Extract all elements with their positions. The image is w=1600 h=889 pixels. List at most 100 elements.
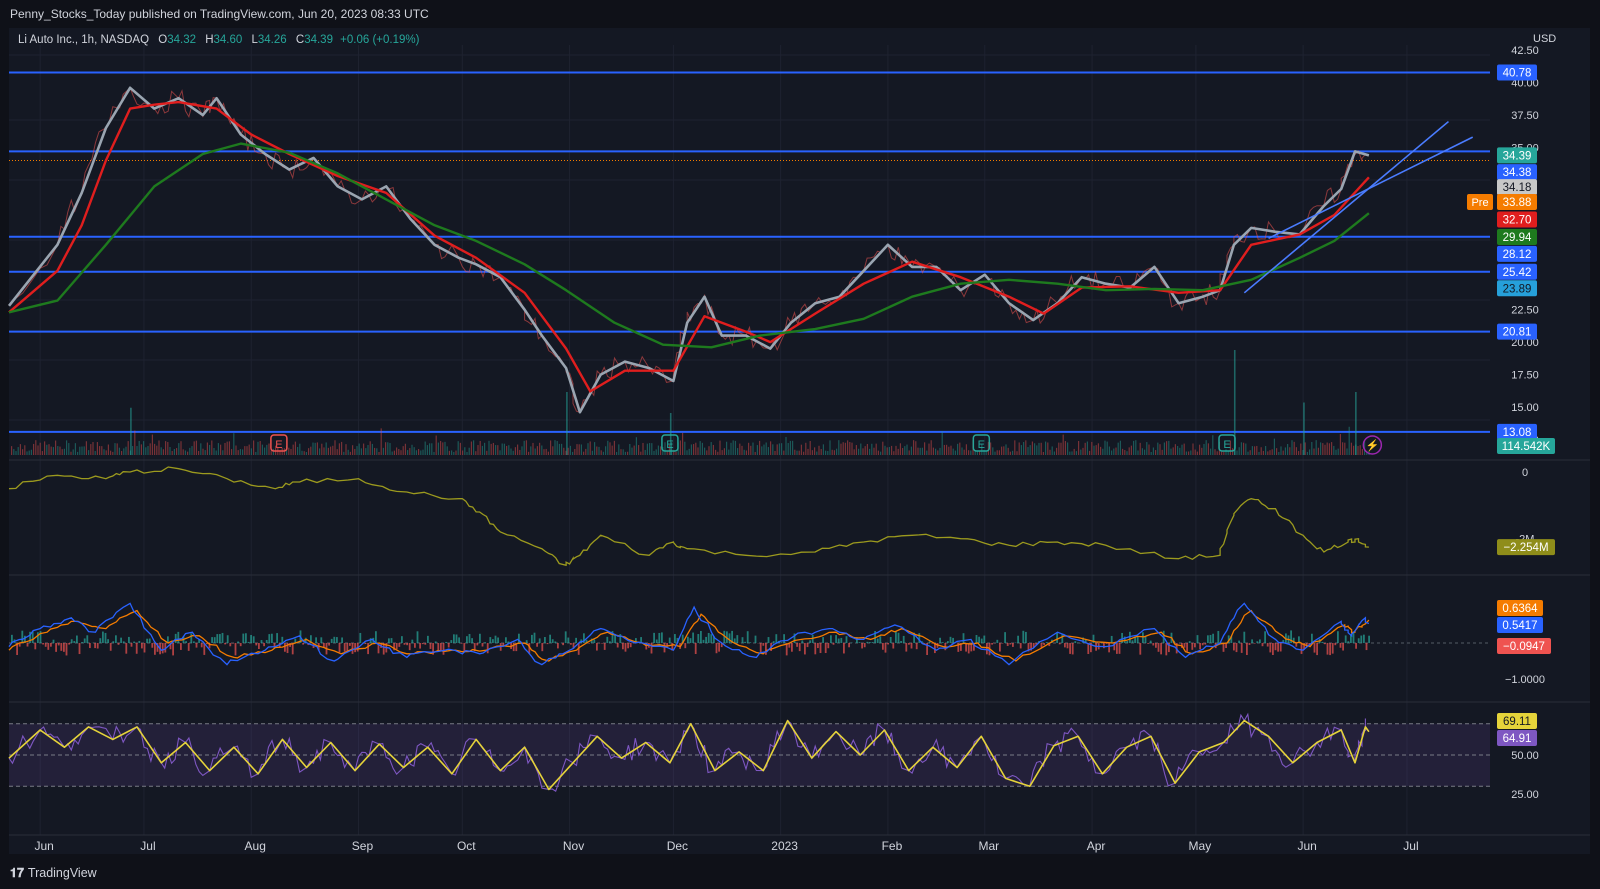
macd-histogram-bar bbox=[765, 643, 767, 655]
macd-histogram-bar bbox=[78, 643, 81, 655]
volume-bar bbox=[679, 440, 681, 455]
macd-histogram-bar bbox=[1108, 643, 1110, 653]
volume-bar bbox=[369, 441, 371, 455]
macd-histogram-bar bbox=[1222, 643, 1225, 652]
macd-histogram-bar bbox=[746, 631, 749, 643]
obv-last-label: −2.254M bbox=[1503, 542, 1548, 554]
volume-bar bbox=[1304, 442, 1306, 455]
volume-bar bbox=[1322, 443, 1324, 455]
volume-bar bbox=[158, 440, 160, 455]
macd-histogram-bar bbox=[908, 643, 910, 645]
macd-histogram-bar bbox=[1043, 643, 1045, 645]
macd-histogram-bar bbox=[1084, 639, 1087, 643]
macd-histogram-bar bbox=[1331, 643, 1334, 654]
volume-bar bbox=[1331, 442, 1333, 455]
macd-histogram-bar bbox=[967, 643, 970, 654]
x-axis-tick-label: Jun bbox=[1297, 839, 1316, 853]
volume-bar bbox=[347, 449, 349, 455]
volume-bar bbox=[92, 442, 94, 455]
volume-bar bbox=[1016, 451, 1018, 455]
macd-histogram-bar bbox=[884, 643, 887, 653]
macd-histogram-bar bbox=[216, 634, 219, 643]
volume-bar bbox=[279, 450, 281, 455]
volume-bar bbox=[583, 451, 585, 455]
macd-histogram-bar bbox=[1272, 643, 1274, 656]
volume-bar bbox=[556, 441, 558, 455]
macd-histogram-bar bbox=[125, 643, 128, 654]
macd-histogram-bar bbox=[411, 639, 414, 643]
macd-histogram-bar bbox=[377, 643, 380, 654]
volume-bar bbox=[442, 442, 444, 455]
macd-histogram-bar bbox=[138, 640, 141, 643]
symbol-legend[interactable]: Li Auto Inc., 1h, NASDAQ O34.32 H34.60 L… bbox=[18, 34, 419, 46]
volume-bar bbox=[743, 449, 745, 455]
axis-layer: Jun Jul Aug Sep Oct Nov Dec 2023 Feb Mar Apr May Jun… bbox=[34, 45, 1545, 853]
price-axis-label-box bbox=[1497, 211, 1537, 228]
x-axis-tick-label: Aug bbox=[245, 839, 266, 853]
macd-histogram-bar bbox=[772, 641, 775, 643]
volume-bar bbox=[501, 443, 503, 455]
lightning-glyph: ⚡ bbox=[1365, 439, 1379, 452]
volume-bar bbox=[490, 443, 492, 455]
macd-histogram-bar bbox=[122, 641, 125, 643]
volume-bar bbox=[352, 445, 354, 455]
volume-bar bbox=[39, 442, 41, 455]
macd-histogram-bar bbox=[76, 635, 78, 643]
volume-bar bbox=[68, 443, 70, 455]
macd-histogram-bar bbox=[284, 643, 286, 652]
low-label: L bbox=[251, 34, 258, 46]
volume-bar bbox=[314, 442, 316, 455]
volume-bar bbox=[809, 441, 811, 455]
macd-histogram-bar bbox=[1295, 643, 1298, 647]
volume-bar bbox=[1115, 447, 1117, 455]
volume-bar bbox=[308, 448, 310, 455]
volume-bar bbox=[37, 445, 39, 455]
macd-histogram-bar bbox=[515, 643, 518, 652]
y-axis-tick-label: 17.50 bbox=[1511, 370, 1539, 382]
macd-histogram-bar bbox=[96, 643, 99, 649]
volume-bar bbox=[1199, 444, 1201, 455]
volume-bar bbox=[657, 445, 659, 455]
macd-histogram-bar bbox=[1022, 630, 1025, 643]
price-axis-label: 20.81 bbox=[1503, 327, 1532, 339]
macd-histogram-bar bbox=[570, 643, 572, 645]
x-axis-tick-label: Dec bbox=[667, 839, 688, 853]
macd-histogram-bar bbox=[814, 643, 817, 655]
volume-bar bbox=[435, 435, 437, 455]
macd-histogram-bar bbox=[99, 638, 102, 643]
volume-bar bbox=[598, 446, 600, 455]
volume-bar bbox=[904, 446, 906, 455]
volume-bar bbox=[1342, 442, 1344, 455]
macd-histogram-bar bbox=[1360, 635, 1363, 643]
tradingview-footer[interactable]: 𝟏𝟕 TradingView bbox=[10, 866, 97, 881]
volume-bar bbox=[1040, 442, 1042, 455]
macd-histogram-bar bbox=[627, 643, 629, 649]
macd-histogram-bar bbox=[44, 643, 47, 647]
volume-bar bbox=[701, 442, 703, 455]
price-axis-label: 32.70 bbox=[1503, 215, 1532, 227]
macd-histogram-bar bbox=[135, 643, 138, 654]
volume-bar bbox=[1100, 446, 1102, 455]
volume-bar bbox=[85, 441, 87, 455]
macd-histogram-bar bbox=[775, 634, 778, 643]
volume-bar bbox=[1161, 449, 1163, 455]
macd-histogram-bar bbox=[653, 632, 655, 643]
volume-bar bbox=[919, 447, 921, 455]
volume-bar bbox=[176, 448, 178, 455]
markers-layer: E E E E ⚡ bbox=[270, 434, 1383, 455]
macd-histogram-bar bbox=[148, 638, 151, 643]
volume-bar bbox=[1350, 442, 1352, 455]
volume-bar bbox=[228, 441, 230, 455]
macd-histogram-bar bbox=[835, 635, 837, 643]
volume-bar bbox=[444, 441, 446, 455]
volume-bar bbox=[842, 442, 844, 455]
volume-bar bbox=[1247, 451, 1249, 455]
macd-histogram-bar bbox=[1006, 643, 1009, 646]
volume-bar bbox=[429, 443, 431, 455]
volume-bar bbox=[655, 449, 657, 455]
volume-bar bbox=[266, 444, 268, 455]
macd-histogram-bar bbox=[624, 643, 627, 652]
macd-histogram-bar bbox=[1196, 635, 1199, 643]
macd-last-label: 0.5417 bbox=[1502, 620, 1537, 632]
volume-bar bbox=[411, 444, 413, 455]
